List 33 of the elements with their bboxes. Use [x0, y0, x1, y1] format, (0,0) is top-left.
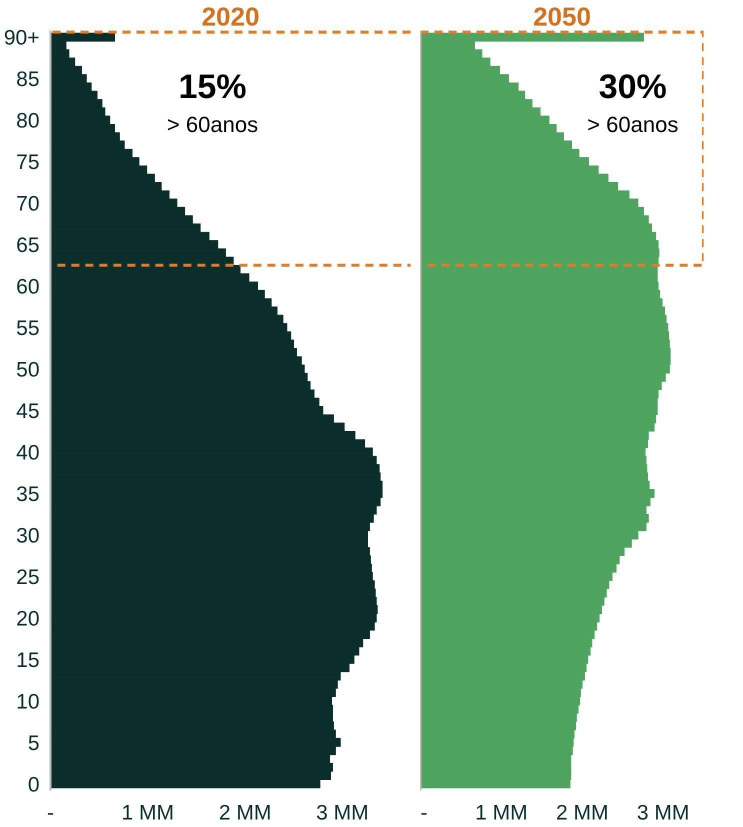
y-tick-label: 55 [16, 317, 40, 340]
x-tick-label: 1 MM [122, 802, 174, 824]
x-tick-label: 3 MM [316, 802, 369, 824]
annotation: > 60anos [587, 112, 678, 137]
y-tick-label: 70 [16, 192, 40, 216]
y-tick-label: 80 [16, 110, 40, 133]
y-tick-label: 5 [28, 732, 40, 755]
y-tick-label: 50 [16, 358, 40, 382]
y-tick-label: 60 [16, 276, 40, 299]
y-tick-label: 90+ [4, 26, 40, 50]
y-tick-label: 15 [16, 648, 40, 672]
y-tick-label: 35 [16, 482, 40, 506]
x-tick-label: 1 MM [475, 802, 528, 824]
y-tick-label: 85 [16, 68, 40, 92]
chart-title: 2050 [533, 2, 591, 32]
x-tick-label: - [47, 802, 54, 824]
y-tick-label: 25 [16, 566, 40, 589]
annotation: 30% [598, 68, 667, 106]
x-tick-label: 2 MM [556, 802, 608, 824]
annotation: > 60anos [166, 112, 258, 137]
y-tick-label: 75 [16, 151, 40, 174]
y-tick-label: 0 [28, 773, 40, 796]
x-tick-label: 3 MM [636, 802, 690, 824]
x-tick-label: 2 MM [218, 802, 272, 824]
annotation: 15% [178, 68, 247, 106]
y-tick-label: 65 [16, 234, 40, 258]
y-tick-label: 20 [16, 607, 40, 630]
y-tick-label: 40 [16, 441, 40, 464]
chart-title: 2020 [202, 2, 260, 32]
x-tick-label: - [420, 802, 428, 824]
y-tick-label: 30 [16, 524, 40, 548]
y-tick-label: 45 [16, 400, 40, 423]
y-tick-label: 10 [16, 690, 40, 714]
